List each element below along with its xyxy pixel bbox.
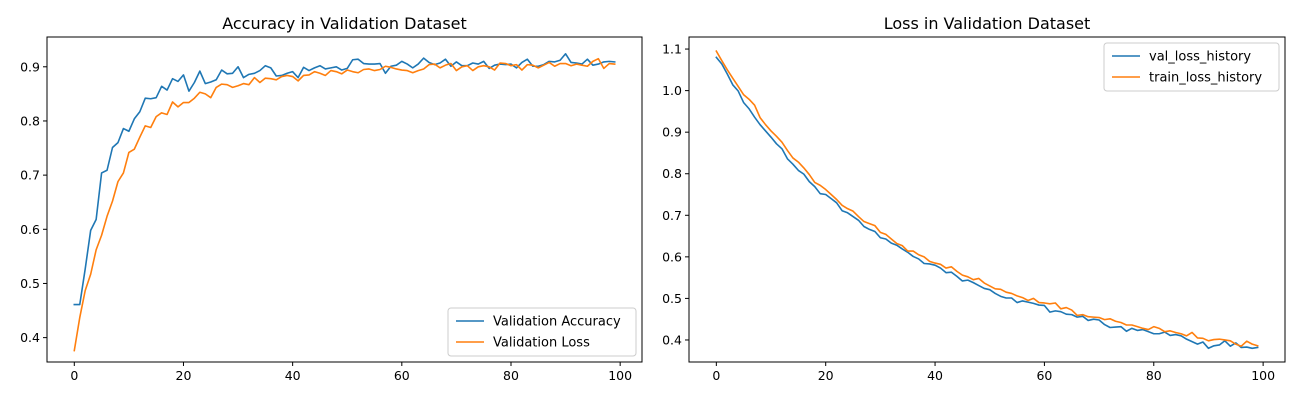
x-tick-label: 0: [712, 368, 720, 383]
y-tick-label: 0.5: [662, 291, 682, 306]
x-tick-label: 60: [394, 368, 410, 383]
loss-chart: Loss in Validation Dataset 0 20 40 60 80 100 0.…: [662, 14, 1286, 383]
legend: Validation Accuracy Validation Loss: [447, 307, 637, 357]
series-line-1: [73, 57, 616, 352]
legend-label: Validation Loss: [493, 336, 590, 351]
x-tick-label: 40: [285, 368, 301, 383]
plot-frame: [688, 36, 1286, 363]
x-tick-label: 60: [1036, 368, 1052, 383]
y-tick-label: 0.7: [20, 168, 40, 183]
x-tick-label: 100: [608, 368, 632, 383]
legend-box: [447, 307, 637, 357]
x-tick-label: 40: [927, 368, 943, 383]
y-tick-label: 0.4: [20, 330, 40, 345]
x-tick-label: 80: [1146, 368, 1162, 383]
plot-frame: [46, 36, 643, 363]
y-tick-label: 0.5: [20, 276, 40, 291]
y-tick-label: 0.8: [662, 166, 682, 181]
x-tick-label: 100: [1251, 368, 1275, 383]
y-tick-label: 0.6: [20, 222, 40, 237]
y-tick-label: 0.9: [662, 125, 682, 140]
y-tick-label: 0.8: [20, 113, 40, 128]
series-line-0: [715, 56, 1259, 350]
x-tick-label: 20: [176, 368, 192, 383]
legend-label: Validation Accuracy: [493, 315, 621, 330]
accuracy-chart: Accuracy in Validation Dataset 0 20 40 60 80 1…: [20, 14, 643, 383]
legend: val_loss_history train_loss_history: [1103, 42, 1280, 92]
x-tick-label: 80: [503, 368, 519, 383]
y-tick-label: 0.6: [662, 249, 682, 264]
y-tick-label: 0.4: [662, 332, 682, 347]
y-tick-label: 0.9: [20, 59, 40, 74]
legend-box: [1103, 42, 1280, 92]
chart-title: Loss in Validation Dataset: [884, 14, 1091, 33]
legend-label: train_loss_history: [1149, 71, 1262, 86]
chart-title: Accuracy in Validation Dataset: [222, 14, 467, 33]
x-tick-label: 0: [70, 368, 78, 383]
x-tick-label: 20: [818, 368, 834, 383]
y-tick-label: 0.7: [662, 208, 682, 223]
series-line-0: [73, 52, 616, 306]
series-line-1: [715, 50, 1259, 348]
y-tick-label: 1.1: [662, 42, 682, 57]
y-tick-label: 1.0: [662, 83, 682, 98]
legend-label: val_loss_history: [1149, 50, 1251, 65]
